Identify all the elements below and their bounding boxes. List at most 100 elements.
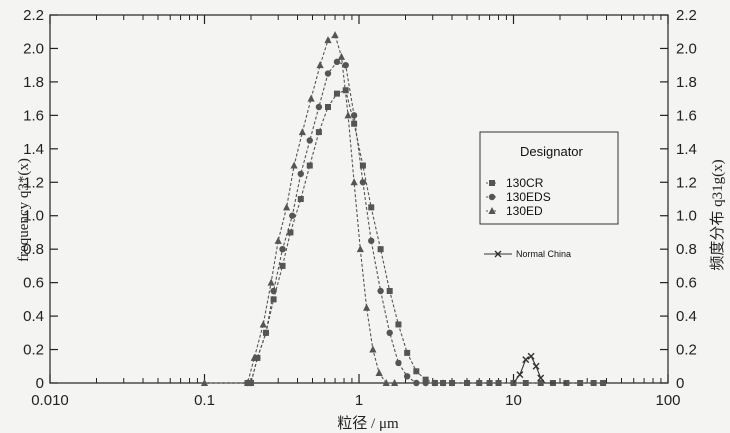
data-point	[262, 329, 270, 337]
data-point	[290, 161, 298, 169]
legend-marker	[488, 193, 496, 201]
data-point	[259, 320, 267, 328]
y-tick-label-left: 0.2	[23, 342, 44, 359]
legend-marker	[488, 207, 496, 214]
x-tick-label: 0.1	[194, 392, 215, 409]
data-point	[337, 52, 346, 60]
data-point	[250, 353, 258, 361]
series-line	[204, 34, 395, 384]
legend-label: 130EDS	[506, 190, 551, 204]
data-point	[359, 162, 366, 169]
data-point	[274, 236, 282, 244]
data-point	[359, 179, 367, 186]
data-point	[289, 212, 296, 219]
y-tick-label-right: 1.6	[676, 107, 697, 124]
data-point	[279, 262, 286, 269]
data-point	[243, 379, 252, 386]
data-point	[298, 128, 306, 136]
data-point	[333, 58, 341, 66]
y-tick-label-left: 0	[36, 375, 44, 392]
y-tick-label-right: 2.0	[676, 40, 697, 57]
data-point	[563, 380, 570, 386]
y-axis-label-left: frequency q3*(x)	[16, 158, 32, 262]
data-point	[316, 61, 324, 69]
data-point	[324, 36, 332, 44]
series-130ed	[200, 31, 399, 386]
data-point	[590, 380, 597, 386]
y-tick-label-right: 0.2	[676, 342, 697, 359]
data-point	[297, 196, 304, 202]
data-point	[356, 245, 364, 253]
y-tick-label-right: 2.2	[676, 7, 697, 24]
y-tick-label-left: 1.6	[23, 107, 44, 124]
data-point	[522, 380, 529, 386]
data-point	[351, 120, 358, 127]
legend-box	[479, 131, 619, 225]
data-point	[344, 111, 352, 119]
x-tick-label: 1	[355, 392, 363, 409]
data-point	[350, 112, 358, 119]
data-point	[331, 31, 339, 39]
data-point	[342, 61, 349, 69]
data-point	[363, 303, 371, 311]
data-point	[279, 245, 286, 253]
x-tick-label: 10	[505, 392, 522, 409]
data-point	[422, 379, 429, 387]
data-point	[404, 349, 411, 356]
data-point	[391, 379, 399, 386]
y-tick-label-right: 0	[676, 375, 684, 392]
data-point	[537, 380, 544, 386]
data-point	[537, 374, 545, 382]
data-point	[413, 379, 420, 387]
data-point	[463, 380, 470, 386]
data-point	[403, 373, 411, 380]
data-point	[287, 229, 294, 236]
data-point	[368, 237, 375, 245]
legend-label: 130ED	[506, 204, 543, 218]
data-point	[486, 380, 493, 386]
data-point	[395, 321, 402, 328]
data-point	[315, 129, 322, 136]
data-point	[382, 379, 390, 386]
data-point	[386, 329, 393, 337]
data-point	[307, 94, 315, 102]
legend-title: Designator	[520, 144, 584, 159]
data-point	[306, 137, 313, 144]
data-point	[267, 278, 275, 286]
y-tick-label-left: 1.2	[23, 174, 44, 191]
y-axis-right: 0 0.2 0.4 0.6 0.8 1.0 1.2 1.4 1.6 1.8 2.0 2.2	[660, 7, 697, 392]
data-point	[439, 379, 447, 387]
data-point	[422, 376, 429, 383]
data-point	[375, 368, 383, 376]
data-point	[333, 90, 340, 97]
y-axis-label-right: 频度分布 q31g(x)	[709, 159, 726, 270]
data-point	[283, 203, 291, 211]
y-tick-label-left: 0.8	[23, 241, 44, 258]
data-point	[527, 352, 535, 360]
y-tick-label-left: 0.4	[23, 308, 44, 325]
y-tick-label-left: 1.8	[23, 74, 44, 91]
x-axis-label: 粒径 / μm	[337, 415, 399, 432]
y-tick-label-right: 0.6	[676, 275, 697, 292]
data-point	[350, 178, 358, 186]
y-tick-label-left: 2.2	[23, 7, 44, 24]
data-point	[324, 70, 332, 77]
data-point	[200, 379, 209, 386]
x-tick-label: 100	[655, 392, 680, 409]
data-point	[600, 380, 607, 386]
data-point	[476, 380, 483, 386]
data-point	[395, 359, 402, 367]
y-tick-label-left: 2.0	[23, 40, 44, 57]
y-tick-label-right: 0.8	[676, 241, 697, 258]
legend-label: Normal China	[516, 249, 571, 259]
data-point	[377, 287, 384, 295]
legend-label: 130CR	[506, 176, 544, 190]
x-axis: 0.010 0.1 1 10 100	[31, 15, 681, 409]
data-point	[368, 204, 375, 211]
y-tick-label-right: 1.8	[676, 74, 697, 91]
data-point	[315, 103, 323, 111]
data-point	[413, 368, 420, 375]
